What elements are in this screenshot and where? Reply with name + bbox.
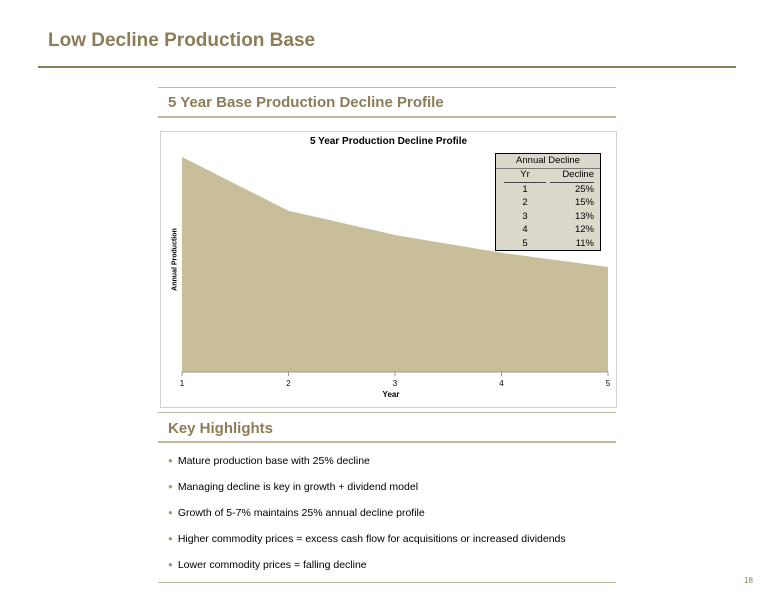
decline-table-header: Yr Decline [496, 169, 600, 183]
chart-title: 5 Year Production Decline Profile [309, 136, 468, 147]
decline-table-header-yr: Yr [504, 169, 546, 183]
chart-plot-area: 1 2 3 4 5 [180, 157, 611, 388]
bullet-icon: ● [168, 482, 173, 491]
highlights-list: ● Mature production base with 25% decline… [168, 448, 566, 578]
highlight-text: Higher commodity prices = excess cash fl… [177, 533, 566, 545]
decline-table-yr: 5 [522, 237, 528, 249]
decline-table-yr: 1 [522, 183, 528, 195]
decline-table-value: 15% [574, 197, 594, 208]
list-item: ● Mature production base with 25% decline [168, 448, 566, 474]
bullet-icon: ● [168, 456, 173, 465]
page-title: Low Decline Production Base [48, 30, 316, 51]
bullet-icon: ● [168, 508, 173, 517]
x-tick-label: 3 [393, 379, 398, 388]
decline-table-value: 12% [574, 224, 594, 235]
x-tick-label: 2 [286, 379, 291, 388]
bullet-icon: ● [168, 534, 173, 543]
chart-x-axis-label: Year [382, 390, 400, 399]
highlight-text: Mature production base with 25% decline [177, 455, 370, 467]
list-item: ● Managing decline is key in growth + div… [168, 474, 566, 500]
table-row: 4 12% [496, 223, 600, 237]
highlights-heading-rule [158, 441, 616, 443]
highlights-section-heading: Key Highlights [168, 420, 274, 437]
decline-table-value: 25% [574, 183, 594, 195]
chart-y-axis-label: Annual Production [171, 228, 179, 291]
highlights-top-rule [158, 412, 616, 413]
profile-section-heading: 5 Year Base Production Decline Profile [168, 94, 444, 111]
x-tick-label: 5 [606, 379, 611, 388]
table-row: 5 11% [496, 237, 600, 251]
x-tick-label: 1 [180, 379, 185, 388]
highlight-text: Growth of 5-7% maintains 25% annual decl… [177, 507, 425, 519]
profile-heading-rule [158, 116, 616, 118]
table-row: 3 13% [496, 210, 600, 224]
bottom-rule [158, 582, 616, 583]
table-row: 2 15% [496, 196, 600, 210]
list-item: ● Growth of 5-7% maintains 25% annual dec… [168, 500, 566, 526]
page-number: 18 [744, 576, 753, 585]
list-item: ● Lower commodity prices = falling declin… [168, 552, 566, 578]
decline-table-title: Annual Decline [496, 154, 600, 169]
bullet-icon: ● [168, 560, 173, 569]
decline-table-yr: 2 [522, 197, 528, 208]
decline-table-yr: 3 [522, 210, 528, 222]
table-row: 1 25% [496, 183, 600, 197]
decline-table-value: 11% [575, 237, 594, 249]
title-rule [38, 66, 736, 68]
list-item: ● Higher commodity prices = excess cash f… [168, 526, 566, 552]
decline-chart: 5 Year Production Decline Profile 1 2 3 4 5 … [160, 131, 617, 408]
x-tick-label: 4 [499, 379, 504, 388]
highlight-text: Managing decline is key in growth + divi… [177, 481, 419, 493]
decline-table-header-decline: Decline [550, 169, 594, 183]
decline-table-value: 13% [574, 210, 594, 222]
highlight-text: Lower commodity prices = falling decline [177, 559, 367, 571]
annual-decline-table: Annual Decline Yr Decline 1 25% 2 15% 3 … [495, 153, 601, 251]
decline-table-yr: 4 [522, 224, 528, 235]
production-area [182, 157, 608, 372]
profile-top-rule [158, 87, 616, 88]
